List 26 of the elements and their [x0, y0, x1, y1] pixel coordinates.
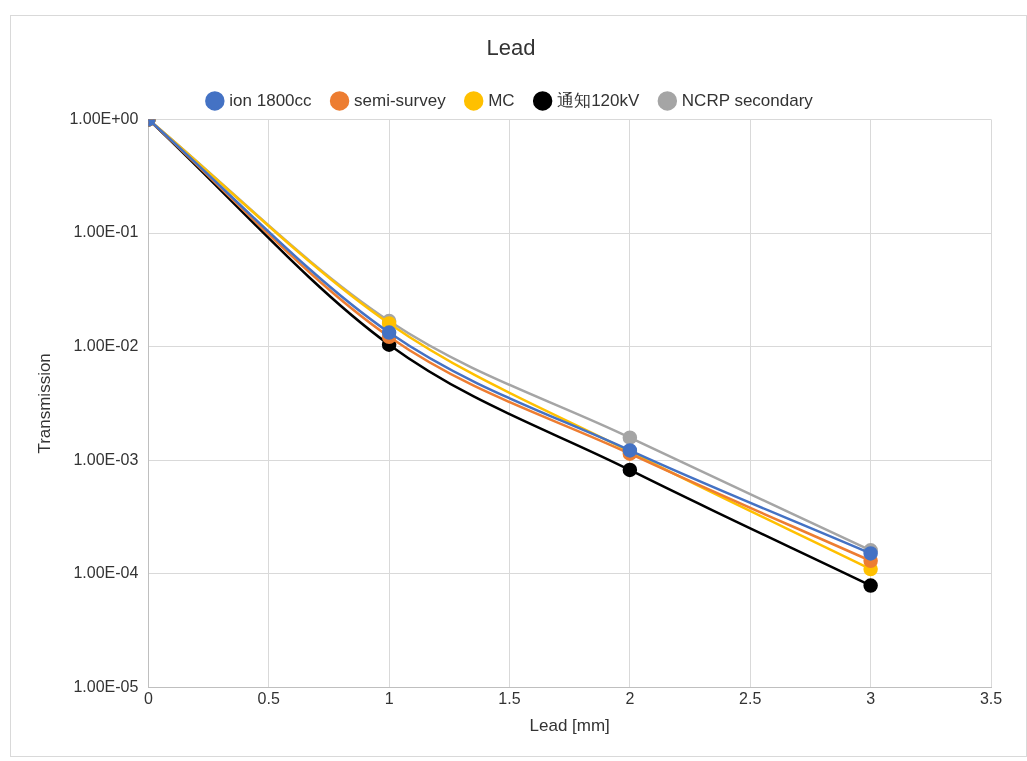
- y-axis-title: Transmission: [34, 353, 54, 454]
- y-tick-label: 1.00E-01: [73, 223, 139, 241]
- y-tick-label: 1.00E-03: [73, 450, 139, 468]
- x-tick-label: 0.5: [257, 690, 280, 708]
- point: [863, 578, 878, 593]
- x-tick-label: 3: [866, 690, 876, 708]
- x-tick-label: 3.5: [979, 690, 1003, 708]
- chart-title: Lead: [486, 35, 536, 61]
- legend-label: semi-survey: [354, 90, 447, 110]
- y-tick-label: 1.00E+00: [69, 109, 139, 127]
- point: [622, 430, 638, 445]
- x-tick-label: 0: [143, 690, 153, 708]
- x-axis-title: Lead [mm]: [529, 716, 610, 736]
- legend-label: NCRP secondary: [681, 90, 814, 110]
- legend-label: 通知120kV: [557, 90, 640, 110]
- point: [622, 462, 638, 478]
- y-tick-label: 1.00E-04: [73, 564, 139, 582]
- x-tick-label: 2: [625, 690, 635, 708]
- x-tick-label: 1.5: [498, 690, 521, 708]
- legend-label: ion 1800cc: [229, 90, 313, 110]
- y-tick-label: 1.00E-02: [73, 337, 139, 355]
- x-tick-label: 1: [384, 690, 394, 708]
- point: [381, 325, 397, 340]
- legend-label: MC: [488, 90, 515, 110]
- y-tick-label: 1.00E-05: [73, 677, 139, 695]
- x-tick-label: 2.5: [739, 690, 762, 708]
